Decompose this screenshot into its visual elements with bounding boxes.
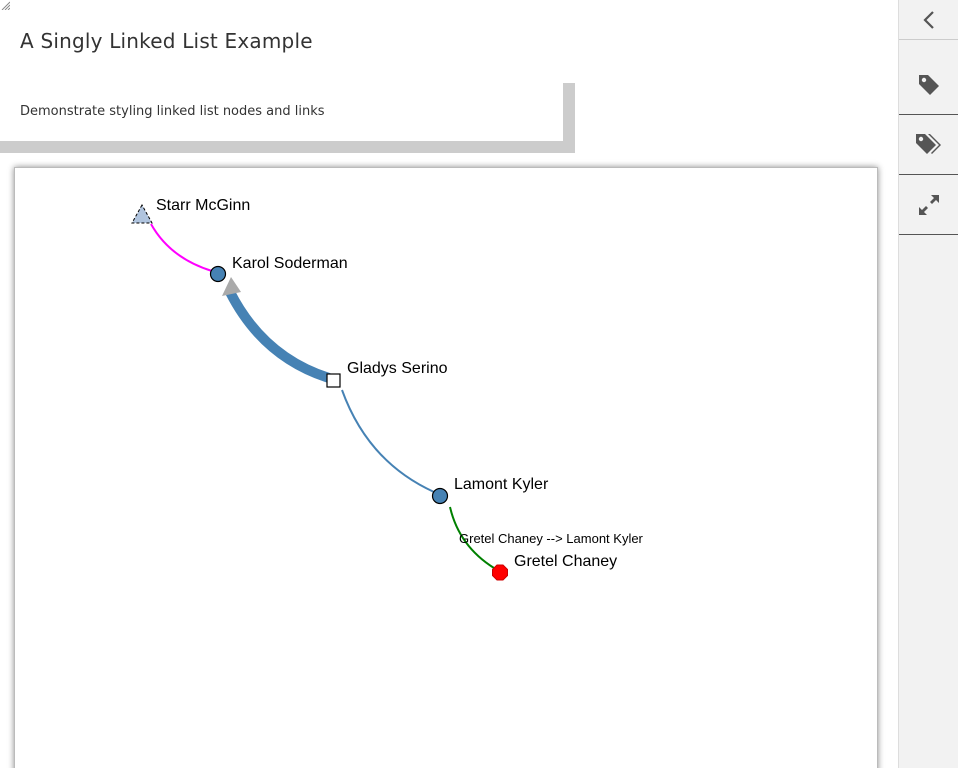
link-gretel-to-lamont[interactable] xyxy=(449,506,495,569)
node-lamont-kyler[interactable] xyxy=(431,487,449,505)
description-panel: Demonstrate styling linked list nodes an… xyxy=(0,83,575,153)
tag-icon xyxy=(919,74,939,95)
tags-button[interactable] xyxy=(899,115,958,175)
node-label-karol-soderman: Karol Soderman xyxy=(232,255,348,272)
node-gladys-serino[interactable] xyxy=(326,373,341,388)
node-gretel-chaney[interactable] xyxy=(492,564,508,581)
node-label-lamont-kyler: Lamont Kyler xyxy=(454,476,549,493)
node-starr-mcginn[interactable] xyxy=(131,203,153,224)
sidebar xyxy=(898,0,958,768)
link-label-gretel-to-lamont: Gretel Chaney --> Lamont Kyler xyxy=(459,531,644,546)
resize-grip-icon[interactable] xyxy=(0,0,10,10)
node-label-starr-mcginn: Starr McGinn xyxy=(156,197,250,214)
description-text: Demonstrate styling linked list nodes an… xyxy=(20,104,325,119)
node-label-gretel-chaney: Gretel Chaney xyxy=(514,553,617,570)
tags-icon xyxy=(916,133,941,154)
chevron-left-icon xyxy=(923,10,934,29)
collapse-sidebar-button[interactable] xyxy=(899,0,958,40)
node-label-gladys-serino: Gladys Serino xyxy=(347,360,448,377)
page-title: A Singly Linked List Example xyxy=(20,29,313,53)
tag-button[interactable] xyxy=(899,55,958,115)
link-karol-to-starr[interactable] xyxy=(150,223,213,272)
link-arrowhead xyxy=(222,277,241,296)
diagram-canvas[interactable]: Starr McGinn Karol Soderman Gladys Serin… xyxy=(1,1,878,768)
link-gladys-to-karol[interactable] xyxy=(225,289,331,383)
expand-button[interactable] xyxy=(899,175,958,235)
link-lamont-to-gladys[interactable] xyxy=(341,389,435,493)
expand-icon xyxy=(919,194,939,215)
node-karol-soderman[interactable] xyxy=(209,265,227,283)
